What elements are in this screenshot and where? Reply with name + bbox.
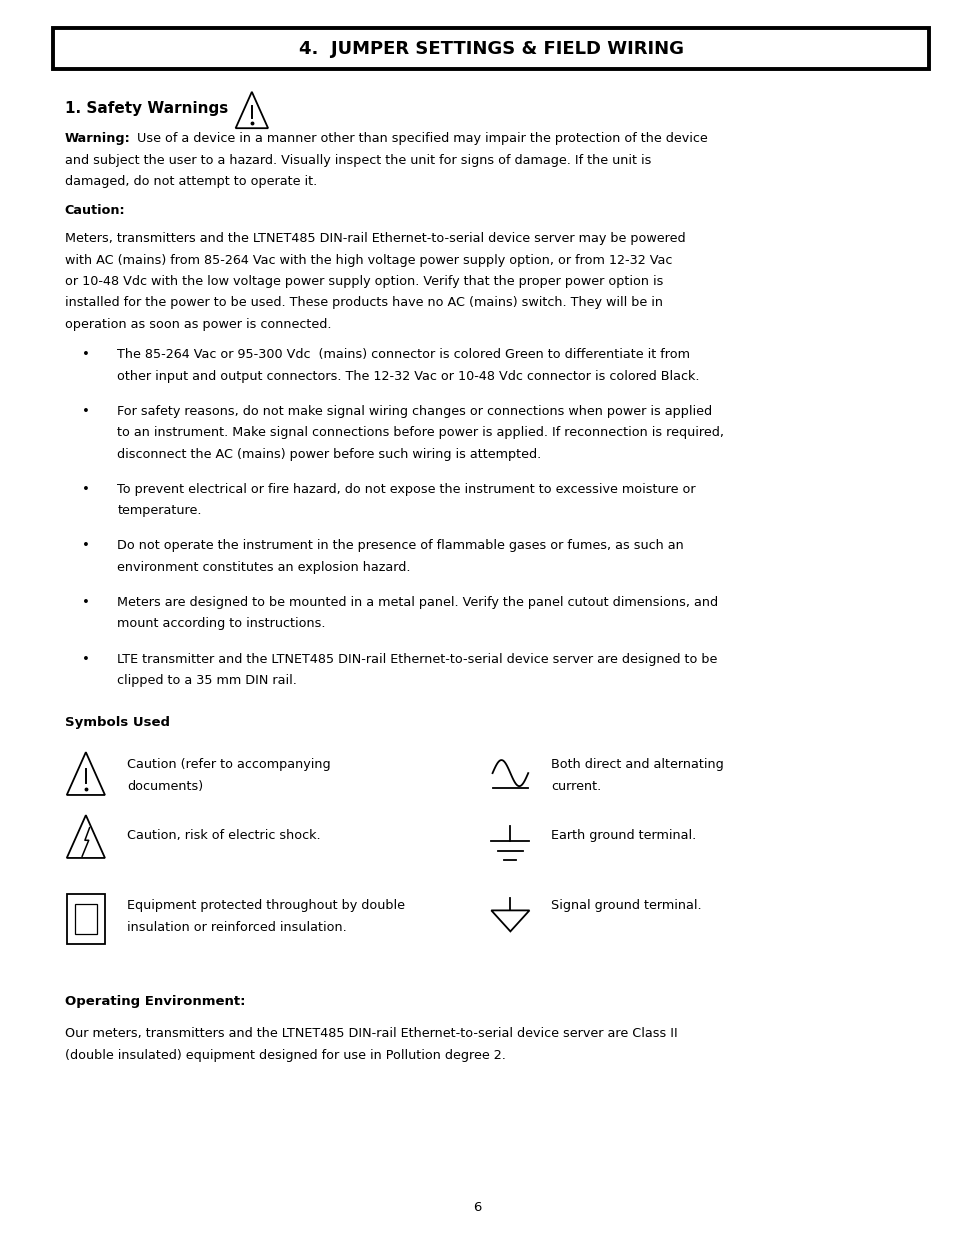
Text: installed for the power to be used. These products have no AC (mains) switch. Th: installed for the power to be used. Thes… [65,296,662,309]
Text: To prevent electrical or fire hazard, do not expose the instrument to excessive : To prevent electrical or fire hazard, do… [117,483,696,496]
Text: Caution, risk of electric shock.: Caution, risk of electric shock. [127,829,320,842]
Text: Do not operate the instrument in the presence of flammable gases or fumes, as su: Do not operate the instrument in the pre… [117,540,683,552]
Text: 1. Safety Warnings: 1. Safety Warnings [65,101,228,116]
Text: Warning:: Warning: [65,132,131,146]
Bar [67,894,105,944]
Text: insulation or reinforced insulation.: insulation or reinforced insulation. [127,920,346,934]
Text: Our meters, transmitters and the LTNET485 DIN-rail Ethernet-to-serial device ser: Our meters, transmitters and the LTNET48… [65,1028,677,1040]
Text: Symbols Used: Symbols Used [65,716,170,729]
Text: disconnect the AC (mains) power before such wiring is attempted.: disconnect the AC (mains) power before s… [117,447,541,461]
Text: current.: current. [551,779,601,793]
Text: •: • [82,405,90,417]
Text: damaged, do not attempt to operate it.: damaged, do not attempt to operate it. [65,175,316,188]
Text: Earth ground terminal.: Earth ground terminal. [551,829,696,842]
Bar [53,28,928,69]
Text: Meters, transmitters and the LTNET485 DIN-rail Ethernet-to-serial device server : Meters, transmitters and the LTNET485 DI… [65,232,685,246]
Bar [74,904,97,934]
Text: other input and output connectors. The 12-32 Vac or 10-48 Vdc connector is color: other input and output connectors. The 1… [117,369,700,383]
Text: •: • [82,597,90,609]
Text: LTE transmitter and the LTNET485 DIN-rail Ethernet-to-serial device server are d: LTE transmitter and the LTNET485 DIN-rai… [117,653,717,666]
Text: operation as soon as power is connected.: operation as soon as power is connected. [65,317,331,331]
Text: •: • [82,540,90,552]
Text: 4.  JUMPER SETTINGS & FIELD WIRING: 4. JUMPER SETTINGS & FIELD WIRING [298,40,683,58]
Text: •: • [82,348,90,362]
Text: •: • [82,483,90,496]
Text: Meters are designed to be mounted in a metal panel. Verify the panel cutout dime: Meters are designed to be mounted in a m… [117,597,718,609]
Text: and subject the user to a hazard. Visually inspect the unit for signs of damage.: and subject the user to a hazard. Visual… [65,153,651,167]
Text: •: • [82,653,90,666]
Text: Use of a device in a manner other than specified may impair the protection of th: Use of a device in a manner other than s… [137,132,707,146]
Text: or 10-48 Vdc with the low voltage power supply option. Verify that the proper po: or 10-48 Vdc with the low voltage power … [65,275,662,288]
Text: to an instrument. Make signal connections before power is applied. If reconnecti: to an instrument. Make signal connection… [117,426,723,440]
Text: Caution (refer to accompanying: Caution (refer to accompanying [127,758,330,772]
Text: Equipment protected throughout by double: Equipment protected throughout by double [127,899,404,913]
Text: The 85-264 Vac or 95-300 Vdc  (mains) connector is colored Green to differentiat: The 85-264 Vac or 95-300 Vdc (mains) con… [117,348,690,362]
Text: with AC (mains) from 85-264 Vac with the high voltage power supply option, or fr: with AC (mains) from 85-264 Vac with the… [65,253,672,267]
Text: For safety reasons, do not make signal wiring changes or connections when power : For safety reasons, do not make signal w… [117,405,712,417]
Text: (double insulated) equipment designed for use in Pollution degree 2.: (double insulated) equipment designed fo… [65,1049,505,1062]
Text: mount according to instructions.: mount according to instructions. [117,618,326,631]
Text: environment constitutes an explosion hazard.: environment constitutes an explosion haz… [117,561,411,574]
Text: 6: 6 [473,1202,480,1214]
Text: clipped to a 35 mm DIN rail.: clipped to a 35 mm DIN rail. [117,674,297,687]
Text: Operating Environment:: Operating Environment: [65,995,245,1008]
Text: Caution:: Caution: [65,204,126,217]
Text: Signal ground terminal.: Signal ground terminal. [551,899,701,913]
Text: Both direct and alternating: Both direct and alternating [551,758,723,772]
Text: temperature.: temperature. [117,504,202,517]
Text: documents): documents) [127,779,203,793]
